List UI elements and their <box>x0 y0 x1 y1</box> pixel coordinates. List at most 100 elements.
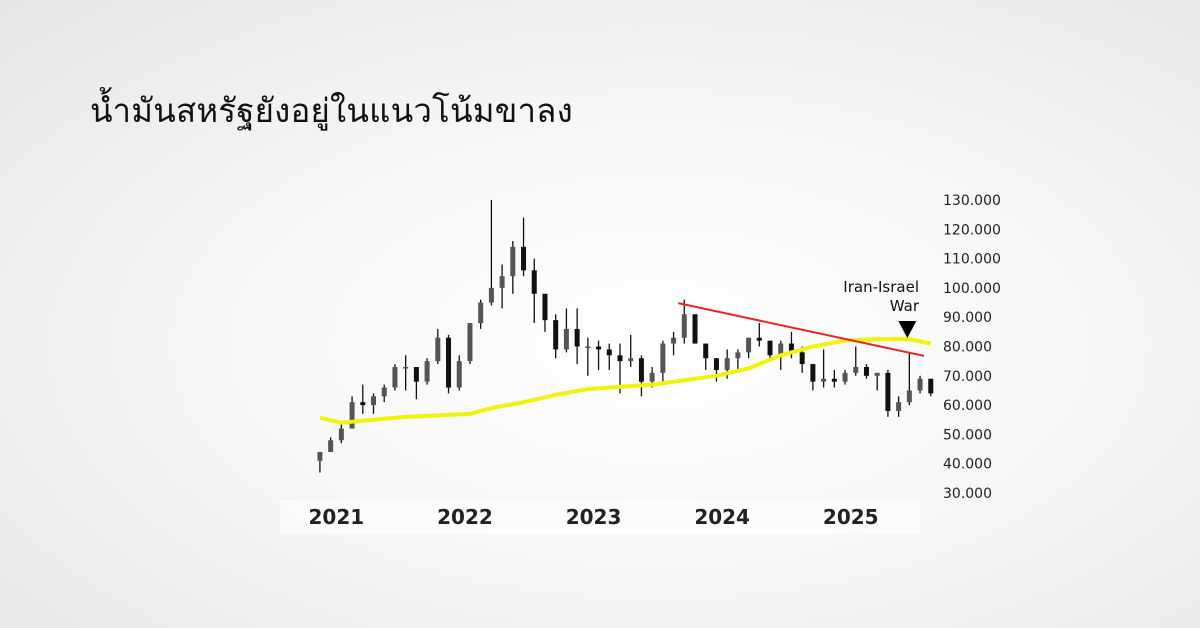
candle-body <box>338 428 344 441</box>
candle-body <box>746 337 752 353</box>
candle <box>521 217 527 277</box>
candle-body <box>585 346 591 348</box>
candle <box>767 340 773 359</box>
candle-body <box>381 387 387 397</box>
candle-body <box>638 358 644 382</box>
candle-body <box>553 320 559 350</box>
candle-body <box>821 378 827 382</box>
candle <box>628 334 634 368</box>
candle <box>681 299 687 344</box>
candle-body <box>435 337 441 362</box>
candle-body <box>413 367 419 382</box>
candle <box>703 343 709 370</box>
candle <box>424 358 430 385</box>
candle <box>746 337 752 359</box>
candle-body <box>499 276 505 288</box>
candle <box>810 364 816 391</box>
candle-body <box>371 396 377 406</box>
candle-body <box>831 378 837 382</box>
candle-body <box>349 402 355 429</box>
candle-body <box>928 378 934 394</box>
candle-body <box>874 372 880 376</box>
candles-group <box>317 200 934 473</box>
candle-body <box>563 328 569 350</box>
x-axis: 2021 2022 2023 2024 2025 <box>309 505 879 529</box>
candle-body <box>788 343 794 353</box>
candle-body <box>510 246 516 277</box>
candle-body <box>756 337 762 341</box>
annotation-label-line2: War <box>890 297 920 315</box>
y-tick-label: 40.000 <box>943 457 992 473</box>
candle <box>574 308 580 365</box>
candle <box>638 355 644 397</box>
candle-body <box>328 440 334 452</box>
candle-body <box>478 302 484 324</box>
y-tick-label: 60.000 <box>943 398 992 414</box>
candle <box>531 258 537 324</box>
candle <box>446 334 452 394</box>
candle-body <box>531 270 537 294</box>
candle-body <box>842 372 848 382</box>
candle <box>585 337 591 376</box>
candle <box>756 323 762 347</box>
candle-body <box>778 343 784 356</box>
candle-body <box>810 364 816 382</box>
candle <box>863 364 869 379</box>
candle-body <box>692 314 698 344</box>
candle <box>713 358 719 382</box>
moving-average-line <box>319 337 932 425</box>
y-tick-label: 30.000 <box>943 486 992 502</box>
candle-body <box>767 340 773 356</box>
candle <box>831 369 837 388</box>
war-marker-triangle-icon <box>898 321 917 338</box>
candle <box>735 349 741 370</box>
y-tick-label: 50.000 <box>943 427 992 443</box>
candle-body <box>713 358 719 370</box>
y-tick-label: 70.000 <box>943 369 992 385</box>
page-title: น้ำมันสหรัฐยังอยู่ในแนวโน้มขาลง <box>90 91 573 130</box>
candle <box>842 369 848 385</box>
candle-body <box>649 372 655 382</box>
candle-body <box>392 367 398 388</box>
candle-body <box>467 323 473 362</box>
candle <box>413 367 419 400</box>
candle-body <box>521 246 527 271</box>
candle-body <box>542 293 548 321</box>
candle <box>906 352 912 406</box>
candle-body <box>596 346 602 350</box>
candle-body <box>660 343 666 373</box>
candle <box>371 393 377 414</box>
candle <box>606 343 612 370</box>
candle <box>510 241 516 294</box>
candle <box>553 314 559 359</box>
candle <box>596 340 602 370</box>
candle <box>896 396 902 417</box>
candle-body <box>799 352 805 365</box>
candle <box>392 364 398 391</box>
candle-body <box>735 352 741 359</box>
candle-body <box>885 372 891 411</box>
y-tick-label: 120.000 <box>943 222 1001 238</box>
candle-body <box>863 367 869 376</box>
candle <box>660 340 666 385</box>
candle-body <box>488 287 494 303</box>
candle <box>928 378 934 397</box>
y-tick-label: 110.000 <box>943 252 1001 268</box>
candle-body <box>360 402 366 406</box>
candle-body <box>703 343 709 359</box>
candle <box>488 200 494 306</box>
candle <box>885 369 891 417</box>
candle <box>853 346 859 376</box>
candle-body <box>628 358 634 362</box>
candle-body <box>896 402 902 411</box>
candle <box>692 314 698 344</box>
candle-body <box>724 358 730 370</box>
candle-body <box>574 328 580 347</box>
annotation-label-line1: Iran-Israel <box>843 278 919 296</box>
candle <box>467 323 473 365</box>
x-tick-label: 2023 <box>566 505 622 529</box>
x-tick-label: 2021 <box>309 505 365 529</box>
candle-body <box>446 337 452 388</box>
y-axis: 130.000 120.000 110.000 100.000 90.000 80.000… <box>943 193 1001 502</box>
candle <box>381 384 387 403</box>
